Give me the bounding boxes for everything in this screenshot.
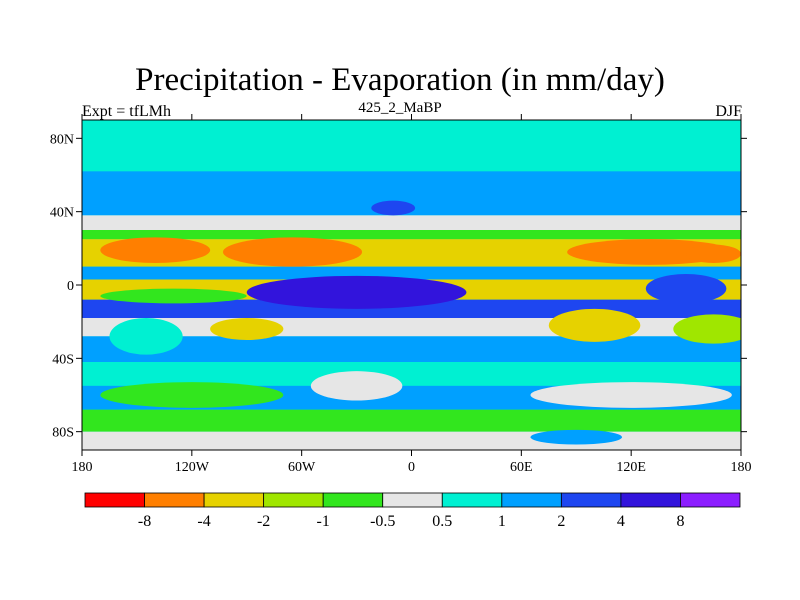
plot-area — [82, 120, 741, 450]
x-tick-label-2: 60W — [288, 460, 316, 475]
season-label: DJF — [715, 103, 742, 120]
precip-feature-14 — [310, 371, 403, 401]
precip-band-13 — [82, 431, 741, 450]
colorbar-label-3: -1 — [317, 513, 330, 530]
colorbar-label-2: -2 — [257, 513, 270, 530]
colorbar-swatch-2 — [203, 492, 265, 508]
precip-feature-12 — [530, 382, 732, 408]
y-tick-label-2: 0 — [67, 279, 74, 294]
y-tick-label-1: 40N — [50, 206, 74, 221]
colorbar-label-0: -8 — [138, 513, 151, 530]
colorbar-swatch-7 — [501, 492, 562, 508]
precip-feature-11 — [371, 200, 416, 216]
precip-band-12 — [82, 409, 741, 432]
x-axis: 180 120W 60W 0 60E 120E 180 — [72, 114, 752, 475]
colorbar-label-1: -4 — [197, 513, 210, 530]
precip-feature-0 — [100, 237, 211, 263]
colorbar-swatch-10 — [680, 492, 741, 508]
colorbar-swatch-6 — [441, 492, 503, 508]
precip-feature-10 — [109, 318, 183, 355]
y-tick-label-4: 80S — [52, 426, 74, 441]
precip-feature-7 — [548, 308, 641, 342]
colorbar-label-5: 0.5 — [432, 513, 452, 530]
x-tick-label-4: 60E — [510, 460, 533, 475]
colorbar-swatch-3 — [263, 492, 324, 508]
colorbar-swatch-8 — [560, 492, 622, 508]
x-tick-label-1: 120W — [175, 460, 210, 475]
colorbar-label-8: 4 — [617, 513, 625, 530]
precip-band-0 — [82, 120, 741, 172]
precip-band-10 — [82, 362, 741, 386]
precip-feature-3 — [686, 244, 741, 263]
x-tick-label-3: 0 — [408, 460, 415, 475]
experiment-label: Expt = tfLMh — [82, 103, 172, 120]
precip-feature-1 — [222, 237, 363, 267]
y-tick-label-3: 40S — [52, 352, 74, 367]
colorbar-label-9: 8 — [676, 513, 684, 530]
x-tick-label-0: 180 — [72, 460, 93, 475]
colorbar-swatch-5 — [382, 492, 443, 508]
colorbar-swatch-1 — [144, 492, 205, 508]
colorbar: -8 -4 -2 -1 -0.5 0.5 1 2 4 8 — [84, 492, 741, 530]
precip-feature-4 — [100, 288, 247, 304]
precip-feature-8 — [673, 314, 741, 344]
precip-bands — [82, 120, 741, 450]
precip-feature-9 — [210, 318, 284, 340]
colorbar-label-4: -0.5 — [370, 513, 395, 530]
precip-band-5 — [82, 266, 741, 280]
precip-feature-6 — [645, 274, 727, 304]
colorbar-label-6: 1 — [498, 513, 506, 530]
precip-feature-13 — [100, 382, 284, 408]
precip-feature-5 — [246, 275, 467, 309]
colorbar-swatch-9 — [620, 492, 681, 508]
precip-feature-15 — [530, 429, 623, 445]
precip-band-9 — [82, 336, 741, 362]
period-label: 425_2_MaBP — [358, 100, 442, 116]
colorbar-swatch-0 — [84, 492, 145, 508]
x-tick-label-5: 120E — [616, 460, 646, 475]
x-tick-label-6: 180 — [731, 460, 752, 475]
map-title: Precipitation - Evaporation (in mm/day) — [135, 62, 665, 98]
y-tick-label-0: 80N — [50, 132, 74, 147]
y-axis: 80N 40N 0 40S 80S — [50, 132, 747, 441]
colorbar-swatch-4 — [322, 492, 384, 508]
colorbar-label-7: 2 — [557, 513, 565, 530]
precip-band-3 — [82, 230, 741, 240]
precip-band-2 — [82, 215, 741, 230]
precip-features — [100, 200, 741, 445]
